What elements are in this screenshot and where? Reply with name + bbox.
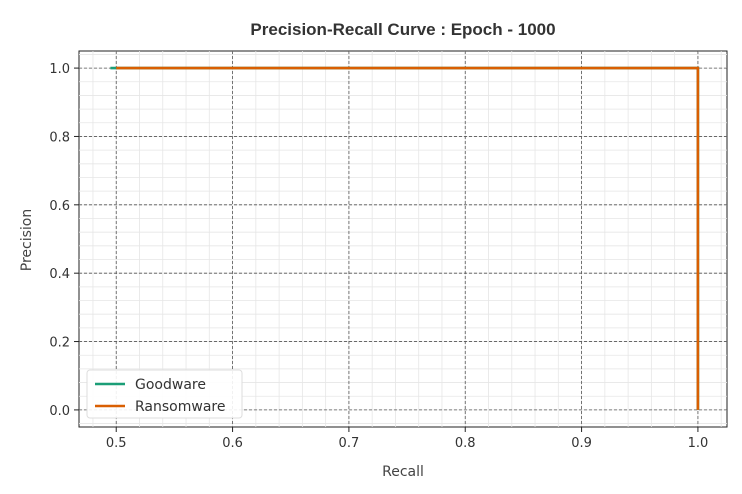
y-axis-ticks: 0.0 0.2 0.4 0.6 0.8 1.0 xyxy=(49,62,79,419)
y-tick-label: 0.8 xyxy=(49,130,70,145)
legend-label-ransomware: Ransomware xyxy=(135,399,225,415)
x-axis-label: Recall xyxy=(382,464,424,480)
minor-grid xyxy=(79,51,727,427)
x-tick-label: 0.6 xyxy=(222,436,243,451)
y-axis-label: Precision xyxy=(19,209,35,271)
plot-frame xyxy=(78,50,728,428)
legend-box xyxy=(86,369,243,419)
x-tick-label: 0.7 xyxy=(339,436,360,451)
plot-background xyxy=(78,50,728,428)
x-tick-label: 1.0 xyxy=(688,436,709,451)
x-axis-ticks: 0.5 0.6 0.7 0.8 0.9 1.0 xyxy=(106,427,708,451)
x-tick-label: 0.9 xyxy=(571,436,592,451)
y-tick-label: 0.6 xyxy=(49,199,70,214)
y-tick-label: 1.0 xyxy=(49,62,70,77)
y-tick-label: 0.2 xyxy=(49,336,70,351)
y-tick-label: 0.4 xyxy=(49,267,70,282)
legend-label-goodware: Goodware xyxy=(135,377,206,393)
legend: Goodware Ransomware xyxy=(86,369,243,419)
chart-title: Precision-Recall Curve : Epoch - 1000 xyxy=(250,20,555,39)
x-tick-label: 0.8 xyxy=(455,436,476,451)
y-tick-label: 0.0 xyxy=(49,404,70,419)
x-tick-label: 0.5 xyxy=(106,436,127,451)
series-line-ransomware xyxy=(116,66,700,410)
series-layer xyxy=(110,66,700,410)
